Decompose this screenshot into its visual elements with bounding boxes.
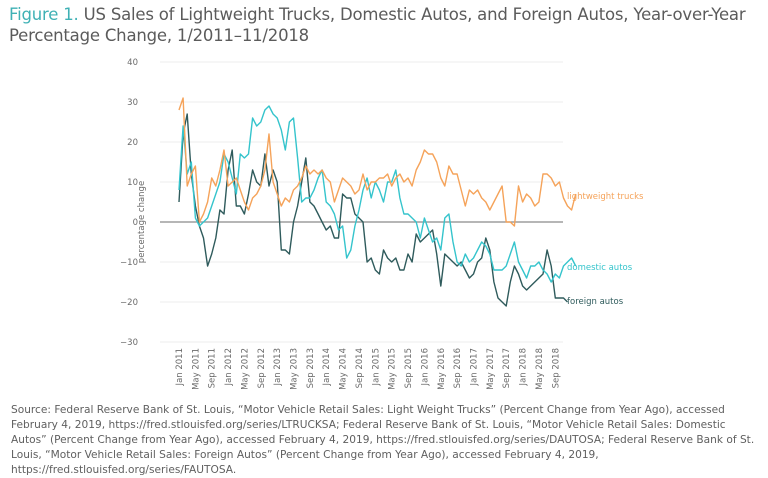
y-tick-label: −20 (120, 298, 138, 308)
x-tick-label: Jan 2015 (371, 348, 381, 386)
x-tick-label: Jan 2011 (175, 348, 185, 386)
x-tick-label: Jan 2012 (224, 348, 234, 386)
x-tick-label: Sep 2016 (453, 348, 463, 388)
x-tick-label: May 2013 (290, 348, 300, 390)
x-tick-label: May 2017 (486, 348, 496, 390)
x-tick-label: Sep 2011 (208, 348, 218, 388)
y-tick-label: 0 (133, 218, 138, 228)
foreign-autos-line (178, 113, 568, 307)
lightweight-trucks-label: lightweight trucks (567, 192, 644, 202)
x-tick-label: May 2015 (388, 348, 398, 390)
domestic-autos-line (178, 105, 577, 283)
series-labels: lightweight trucks domestic autos foreign … (567, 192, 644, 307)
foreign-autos-label: foreign autos (567, 297, 624, 307)
figure-title: Figure 1. US Sales of Lightweight Trucks… (9, 4, 759, 46)
x-tick-label: May 2011 (191, 348, 201, 390)
line-chart: 40 30 20 10 0 −10 −20 −30 percentage change Jan… (120, 58, 644, 390)
x-tick-label: Sep 2012 (257, 348, 267, 388)
domestic-autos-label: domestic autos (567, 263, 633, 273)
y-tick-label: 10 (127, 178, 138, 188)
y-tick-label: −10 (120, 258, 138, 268)
x-axis-ticks: Jan 2011 May 2011 Sep 2011 Jan 2012 May 2012… (175, 348, 561, 390)
x-tick-label: Jan 2016 (420, 348, 430, 386)
gridlines (160, 61, 563, 343)
x-tick-label: Sep 2015 (404, 348, 414, 388)
x-tick-label: Sep 2013 (306, 348, 316, 388)
y-tick-label: 30 (127, 98, 138, 108)
figure-title-text: US Sales of Lightweight Trucks, Domestic… (9, 5, 746, 45)
y-tick-label: 40 (127, 58, 138, 68)
x-tick-label: Sep 2017 (502, 348, 512, 388)
x-tick-label: May 2012 (240, 348, 250, 390)
x-tick-label: Sep 2014 (355, 348, 365, 388)
x-tick-label: Sep 2018 (551, 348, 561, 388)
x-tick-label: May 2018 (535, 348, 545, 390)
y-axis-label: percentage change (137, 181, 147, 263)
x-tick-label: May 2016 (437, 348, 447, 390)
x-tick-label: Jan 2017 (469, 348, 479, 386)
x-tick-label: May 2014 (339, 348, 349, 390)
x-tick-label: Jan 2013 (273, 348, 283, 386)
lightweight-trucks-line (178, 97, 577, 227)
x-tick-label: Jan 2014 (322, 348, 332, 386)
y-tick-label: −30 (120, 338, 138, 348)
source-note: Source: Federal Reserve Bank of St. Loui… (11, 404, 755, 476)
y-tick-label: 20 (127, 138, 138, 148)
series-lines (178, 97, 577, 307)
figure-label: Figure 1. (9, 5, 79, 24)
x-tick-label: Jan 2018 (519, 348, 529, 386)
y-axis-ticks: 40 30 20 10 0 −10 −20 −30 (120, 58, 138, 348)
